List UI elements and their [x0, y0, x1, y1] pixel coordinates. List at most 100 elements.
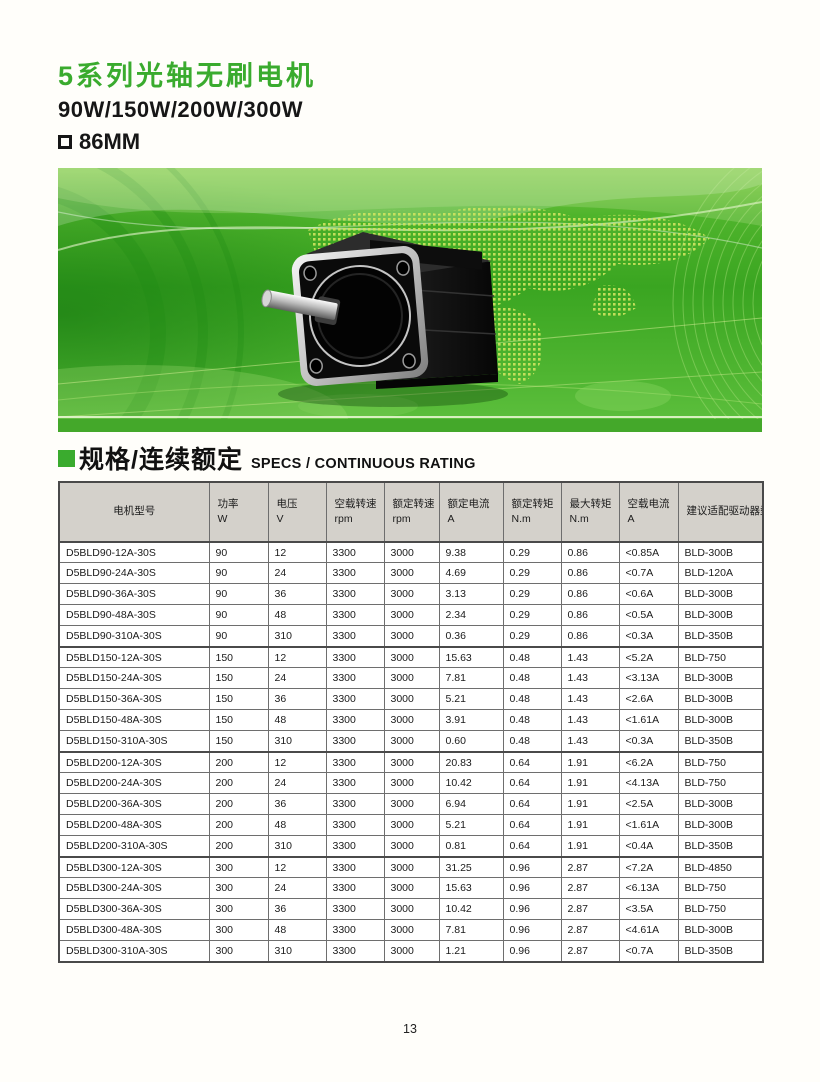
value-cell: 0.86 — [560, 541, 620, 564]
value-cell: BLD-300B — [677, 541, 764, 564]
model-cell: D5BLD150-12A-30S — [58, 646, 210, 669]
table-row: D5BLD300-24A-30S 300 24 3300 3000 15.63 0.96 2.… — [58, 877, 764, 900]
model-cell: D5BLD300-36A-30S — [58, 898, 210, 921]
value-cell: 3300 — [325, 625, 385, 648]
value-cell: 2.87 — [560, 856, 620, 879]
value-cell: 90 — [208, 625, 269, 648]
value-cell: 0.36 — [438, 625, 504, 648]
table-row: D5BLD300-310A-30S 300 310 3300 3000 1.21 0.96 2… — [58, 940, 764, 963]
value-cell: <6.2A — [618, 751, 679, 774]
value-cell: <7.2A — [618, 856, 679, 879]
value-cell: 3300 — [325, 562, 385, 585]
value-cell: 36 — [267, 898, 327, 921]
model-cell: D5BLD200-24A-30S — [58, 772, 210, 795]
column-header: 电机型号 — [58, 481, 210, 543]
value-cell: <2.6A — [618, 688, 679, 711]
model-cell: D5BLD90-310A-30S — [58, 625, 210, 648]
value-cell: 300 — [208, 919, 269, 942]
value-cell: <4.13A — [618, 772, 679, 795]
value-cell: 12 — [267, 856, 327, 879]
value-cell: 3000 — [383, 604, 440, 627]
value-cell: 3300 — [325, 583, 385, 606]
value-cell: BLD-4850 — [677, 856, 764, 879]
value-cell: 0.81 — [438, 835, 504, 858]
table-row: D5BLD300-12A-30S 300 12 3300 3000 31.25 0.96 2.… — [58, 856, 764, 879]
value-cell: 0.64 — [502, 772, 562, 795]
column-header: 建议适配驱动器型号 — [677, 481, 764, 543]
value-cell: 10.42 — [438, 772, 504, 795]
frame-size: 86MM — [58, 129, 762, 155]
value-cell: 3000 — [383, 709, 440, 732]
value-cell: 0.48 — [502, 688, 562, 711]
model-cell: D5BLD90-48A-30S — [58, 604, 210, 627]
value-cell: 0.48 — [502, 709, 562, 732]
value-cell: 0.29 — [502, 625, 562, 648]
value-cell: 0.86 — [560, 562, 620, 585]
value-cell: BLD-750 — [677, 751, 764, 774]
value-cell: 310 — [267, 730, 327, 753]
section-title-en: SPECS / CONTINUOUS RATING — [250, 455, 476, 472]
value-cell: 0.96 — [502, 898, 562, 921]
table-row: D5BLD200-12A-30S 200 12 3300 3000 20.83 0.64 1.… — [58, 751, 764, 774]
page-title: 5系列光轴无刷电机 — [58, 61, 317, 91]
value-cell: <5.2A — [618, 646, 679, 669]
column-header: 额定转矩 N.m — [502, 481, 562, 543]
value-cell: 90 — [208, 541, 269, 564]
value-cell: 0.60 — [438, 730, 504, 753]
model-cell: D5BLD150-48A-30S — [58, 709, 210, 732]
value-cell: 1.91 — [560, 751, 620, 774]
value-cell: <1.61A — [618, 814, 679, 837]
value-cell: 3000 — [383, 583, 440, 606]
value-cell: 3300 — [325, 730, 385, 753]
value-cell: 90 — [208, 604, 269, 627]
value-cell: 3000 — [383, 793, 440, 816]
table-row: D5BLD300-48A-30S 300 48 3300 3000 7.81 0.96 2.8… — [58, 919, 764, 942]
table-row: D5BLD90-310A-30S 90 310 3300 3000 0.36 0.29 0.8… — [58, 625, 764, 648]
value-cell: 200 — [208, 751, 269, 774]
value-cell: 1.43 — [560, 667, 620, 690]
value-cell: <0.3A — [618, 730, 679, 753]
value-cell: 150 — [208, 709, 269, 732]
value-cell: 200 — [208, 772, 269, 795]
value-cell: 48 — [267, 919, 327, 942]
value-cell: 3300 — [325, 751, 385, 774]
value-cell: 2.87 — [560, 919, 620, 942]
value-cell: 0.48 — [502, 667, 562, 690]
value-cell: 3000 — [383, 751, 440, 774]
value-cell: 0.96 — [502, 856, 562, 879]
value-cell: 150 — [208, 646, 269, 669]
model-cell: D5BLD300-24A-30S — [58, 877, 210, 900]
value-cell: 3300 — [325, 835, 385, 858]
value-cell: 3.13 — [438, 583, 504, 606]
value-cell: 310 — [267, 835, 327, 858]
value-cell: 3.91 — [438, 709, 504, 732]
value-cell: 3300 — [325, 814, 385, 837]
value-cell: 0.29 — [502, 541, 562, 564]
value-cell: <3.13A — [618, 667, 679, 690]
value-cell: 5.21 — [438, 688, 504, 711]
table-row: D5BLD200-310A-30S 200 310 3300 3000 0.81 0.64 1… — [58, 835, 764, 858]
value-cell: 7.81 — [438, 667, 504, 690]
value-cell: 0.64 — [502, 814, 562, 837]
spec-table-body: D5BLD90-12A-30S 90 12 3300 3000 9.38 0.29 0.86 <… — [58, 541, 764, 963]
value-cell: <0.5A — [618, 604, 679, 627]
banner-bottom-strip — [58, 418, 762, 432]
value-cell: 3300 — [325, 667, 385, 690]
value-cell: <1.61A — [618, 709, 679, 732]
value-cell: 36 — [267, 793, 327, 816]
value-cell: 3000 — [383, 835, 440, 858]
table-row: D5BLD150-12A-30S 150 12 3300 3000 15.63 0.48 1.… — [58, 646, 764, 669]
value-cell: <4.61A — [618, 919, 679, 942]
value-cell: 3000 — [383, 730, 440, 753]
value-cell: 0.29 — [502, 583, 562, 606]
value-cell: BLD-750 — [677, 646, 764, 669]
value-cell: BLD-350B — [677, 835, 764, 858]
value-cell: BLD-350B — [677, 730, 764, 753]
value-cell: 150 — [208, 667, 269, 690]
table-row: D5BLD300-36A-30S 300 36 3300 3000 10.42 0.96 2.… — [58, 898, 764, 921]
value-cell: 3000 — [383, 667, 440, 690]
value-cell: 2.87 — [560, 940, 620, 963]
value-cell: 6.94 — [438, 793, 504, 816]
value-cell: 0.29 — [502, 604, 562, 627]
